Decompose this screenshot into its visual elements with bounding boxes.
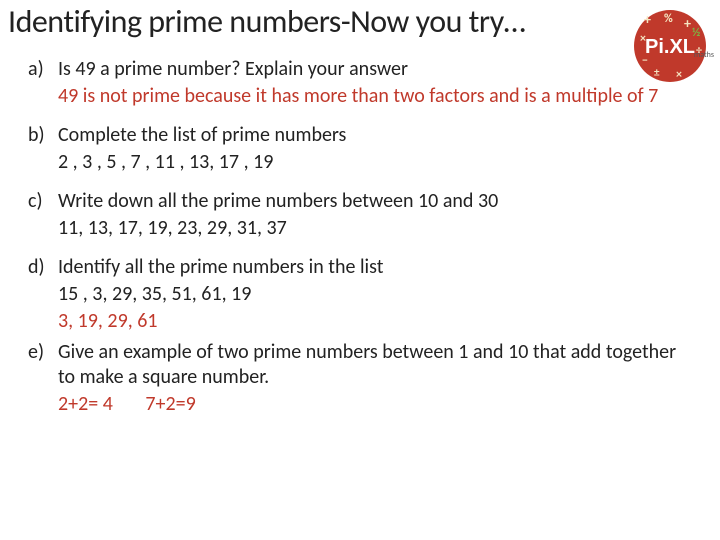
- pixl-logo: + % + ½ × ÷ − ± × Pi.XL maths: [630, 6, 710, 86]
- list-item: e) Give an example of two prime numbers …: [28, 340, 692, 417]
- logo-brand-text: Pi.XL: [645, 36, 695, 58]
- item-letter: e): [28, 340, 58, 417]
- item-letter: c): [28, 189, 58, 241]
- list-item: c) Write down all the prime numbers betw…: [28, 189, 692, 241]
- item-body: Complete the list of prime numbers 2 , 3…: [58, 123, 692, 175]
- list-item: b) Complete the list of prime numbers 2 …: [28, 123, 692, 175]
- header: Identifying prime numbers-Now you try… +…: [0, 0, 720, 39]
- item-prompt: Identify all the prime numbers in the li…: [58, 255, 692, 280]
- item-prompt: Is 49 a prime number? Explain your answe…: [58, 57, 692, 82]
- page-title: Identifying prime numbers-Now you try…: [8, 4, 712, 39]
- item-prompt: Complete the list of prime numbers: [58, 123, 692, 148]
- item-letter: b): [28, 123, 58, 175]
- svg-text:+: +: [684, 15, 691, 32]
- item-answer: 7+2=9: [145, 392, 195, 417]
- item-answer: 2+2= 4: [58, 392, 113, 417]
- item-answer-row: 2+2= 4 7+2=9: [58, 392, 692, 417]
- item-answer: 11, 13, 17, 19, 23, 29, 31, 37: [58, 216, 692, 241]
- item-answer: 3, 19, 29, 61: [58, 309, 692, 334]
- logo-subtext: maths: [694, 50, 714, 60]
- item-body: Identify all the prime numbers in the li…: [58, 255, 692, 334]
- item-body: Is 49 a prime number? Explain your answe…: [58, 57, 692, 109]
- question-list: a) Is 49 a prime number? Explain your an…: [0, 39, 720, 417]
- svg-text:±: ±: [654, 66, 660, 79]
- svg-text:%: %: [664, 12, 673, 26]
- list-item: d) Identify all the prime numbers in the…: [28, 255, 692, 334]
- item-body: Give an example of two prime numbers bet…: [58, 340, 692, 417]
- item-answer: 2 , 3 , 5 , 7 , 11 , 13, 17 , 19: [58, 150, 692, 175]
- item-prompt: Write down all the prime numbers between…: [58, 189, 692, 214]
- item-body: Write down all the prime numbers between…: [58, 189, 692, 241]
- item-list-line: 15 , 3, 29, 35, 51, 61, 19: [58, 282, 692, 307]
- svg-text:+: +: [644, 11, 651, 28]
- list-item: a) Is 49 a prime number? Explain your an…: [28, 57, 692, 109]
- item-answer: 49 is not prime because it has more than…: [58, 84, 692, 109]
- item-letter: d): [28, 255, 58, 334]
- item-prompt: Give an example of two prime numbers bet…: [58, 340, 692, 390]
- item-letter: a): [28, 57, 58, 109]
- slide-page: Identifying prime numbers-Now you try… +…: [0, 0, 720, 540]
- svg-text:×: ×: [676, 68, 682, 82]
